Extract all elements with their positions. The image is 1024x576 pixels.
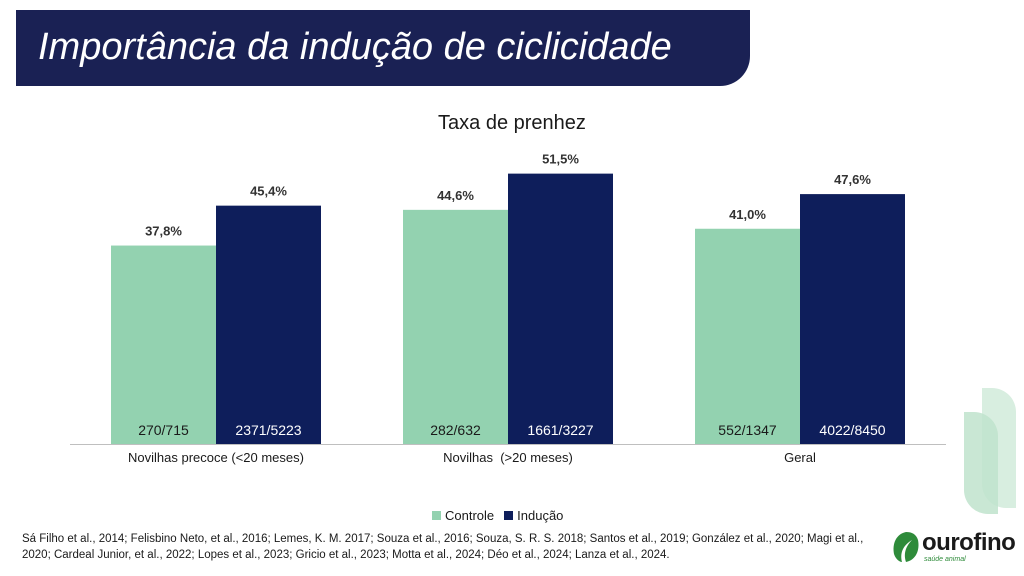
- ourofino-logo: ourofino saúde animal: [890, 528, 1016, 568]
- bar-controle-1: [403, 209, 508, 444]
- value-label: 44,6%: [437, 188, 474, 203]
- value-label: 47,6%: [834, 172, 871, 187]
- value-label: 37,8%: [145, 224, 182, 239]
- legend-item-controle: Controle: [432, 508, 494, 523]
- x-tick-label: Geral: [784, 450, 816, 465]
- title-banner: Importância da indução de ciclicidade: [16, 10, 750, 86]
- bar-inducao-0: [216, 205, 321, 444]
- legend-swatch-inducao: [504, 511, 514, 520]
- leaf-icon: [893, 532, 919, 562]
- legend-item-inducao: Indução: [504, 508, 563, 523]
- value-label: 45,4%: [250, 184, 287, 199]
- chart-title: Taxa de prenhez: [438, 112, 586, 134]
- bar-inducao-1: [508, 173, 613, 444]
- count-label: 552/1347: [718, 422, 777, 438]
- logo-tagline: saúde animal: [924, 556, 966, 563]
- count-label: 282/632: [430, 422, 481, 438]
- legend-label-inducao: Indução: [517, 508, 564, 523]
- bar-controle-2: [695, 228, 800, 444]
- logo-name: ourofino: [922, 529, 1016, 556]
- x-tick-label: Novilhas (>20 meses): [443, 450, 573, 465]
- x-tick-label: Novilhas precoce (<20 meses): [128, 450, 304, 465]
- legend-label-controle: Controle: [445, 508, 495, 523]
- value-label: 41,0%: [729, 207, 766, 222]
- references-text: Sá Filho et al., 2014; Felisbino Neto, e…: [22, 533, 864, 561]
- count-label: 1661/3227: [527, 422, 593, 438]
- value-label: 51,5%: [542, 152, 579, 167]
- decorative-shape: [964, 388, 1016, 514]
- bar-controle-0: [111, 245, 216, 444]
- legend-swatch-controle: [432, 511, 441, 520]
- count-label: 2371/5223: [235, 422, 301, 438]
- bar-chart: 37,8% 270/715 44,6% 282/632 41,0% 552/1347 45,…: [70, 152, 946, 465]
- page-title: Importância da indução de ciclicidade: [38, 26, 672, 68]
- count-label: 4022/8450: [819, 422, 885, 438]
- count-label: 270/715: [138, 422, 189, 438]
- bar-inducao-2: [800, 194, 905, 444]
- chart-legend: Controle Indução: [432, 508, 567, 523]
